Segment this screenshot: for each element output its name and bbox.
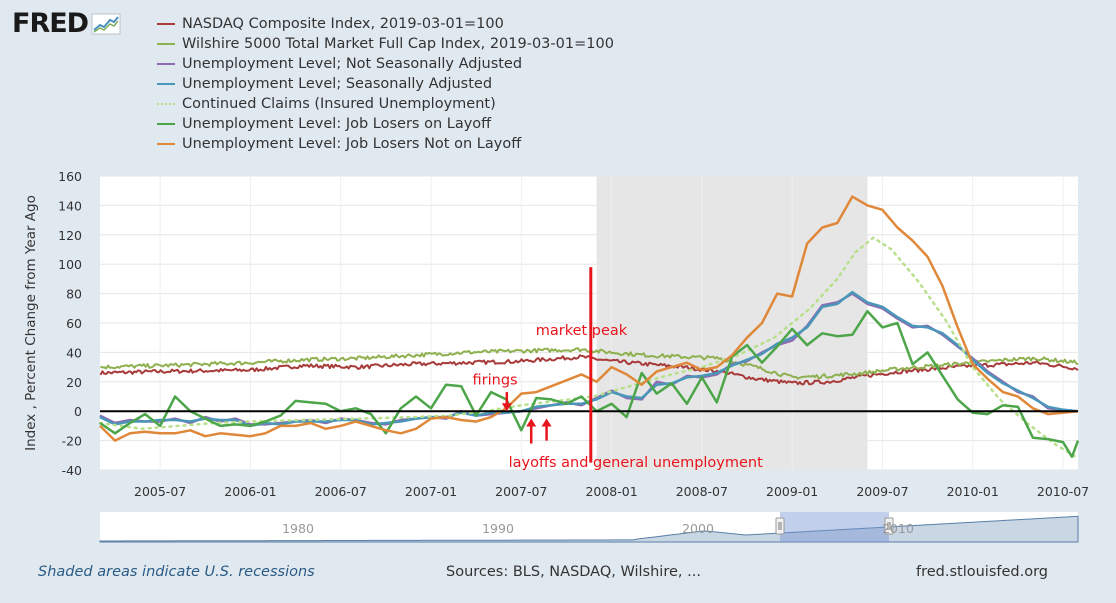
y-tick-label: -20 xyxy=(62,434,82,449)
fred-logo[interactable]: FRED xyxy=(12,8,121,39)
x-tick-label: 2008-07 xyxy=(676,484,728,499)
y-tick-label: 160 xyxy=(58,169,82,184)
y-tick-label: 40 xyxy=(66,345,82,360)
market-peak-label: market peak xyxy=(536,323,628,339)
y-tick-label: 0 xyxy=(74,404,82,419)
y-tick-label: 20 xyxy=(66,375,82,390)
site-url[interactable]: fred.stlouisfed.org xyxy=(916,564,1049,580)
x-tick-label: 2010-01 xyxy=(947,484,999,499)
x-tick-label: 2006-07 xyxy=(315,484,367,499)
legend-item[interactable]: Continued Claims (Insured Unemployment) xyxy=(157,94,614,114)
navigator-label: 2010 xyxy=(882,521,914,536)
legend-swatch xyxy=(157,23,175,25)
y-tick-label: -40 xyxy=(62,463,82,478)
x-tick-label: 2008-01 xyxy=(585,484,637,499)
legend-item[interactable]: Unemployment Level: Job Losers Not on La… xyxy=(157,134,614,154)
y-tick-label: 140 xyxy=(58,198,82,213)
navigator-handle-left[interactable] xyxy=(775,517,785,535)
legend-swatch xyxy=(157,103,175,105)
fred-graph-icon xyxy=(91,13,121,34)
legend-swatch xyxy=(157,143,175,145)
layoffs-label: layoffs and general unemployment xyxy=(509,455,763,471)
x-tick-label: 2007-01 xyxy=(405,484,457,499)
series-line xyxy=(100,347,1079,380)
fred-logo-text: FRED xyxy=(12,8,89,39)
navigator-label: 1990 xyxy=(482,521,514,536)
y-tick-label: 100 xyxy=(58,257,82,272)
legend-label: Continued Claims (Insured Unemployment) xyxy=(182,96,496,112)
legend-label: Unemployment Level: Job Losers on Layoff xyxy=(182,116,492,132)
layoff-arrow-1-head xyxy=(526,418,537,427)
legend-swatch xyxy=(157,43,175,45)
legend-swatch xyxy=(157,83,175,85)
recession-note: Shaded areas indicate U.S. recessions xyxy=(38,564,315,580)
legend-label: Unemployment Level; Not Seasonally Adjus… xyxy=(182,56,523,72)
series-line xyxy=(99,195,1079,442)
legend-label: Unemployment Level; Seasonally Adjusted xyxy=(182,76,493,92)
y-axis-label: Index , Percent Change from Year Ago xyxy=(23,195,39,451)
series-line xyxy=(98,236,1080,460)
legend-label: Wilshire 5000 Total Market Full Cap Inde… xyxy=(182,36,614,52)
legend-swatch xyxy=(157,63,175,65)
sources-text: Sources: BLS, NASDAQ, Wilshire, ... xyxy=(446,564,701,580)
y-tick-label: 120 xyxy=(58,228,82,243)
navigator-label: 2000 xyxy=(682,521,714,536)
navigator-label: 1980 xyxy=(282,521,314,536)
layoff-arrow-2-head xyxy=(541,418,552,427)
chart-legend: NASDAQ Composite Index, 2019-03-01=100 Wi… xyxy=(157,14,614,154)
x-tick-label: 2005-07 xyxy=(134,484,186,499)
navigator-mini-chart xyxy=(99,515,1079,543)
legend-item[interactable]: Wilshire 5000 Total Market Full Cap Inde… xyxy=(157,34,614,54)
legend-label: NASDAQ Composite Index, 2019-03-01=100 xyxy=(182,16,504,32)
chart-area: -40 -20 0 20 40 60 80 100 120 140 160 2005-07 2006-0… xyxy=(0,160,1116,555)
legend-item[interactable]: Unemployment Level; Not Seasonally Adjus… xyxy=(157,54,614,74)
navigator-selection[interactable] xyxy=(780,512,889,542)
legend-swatch xyxy=(157,123,175,125)
firings-label: firings xyxy=(473,373,518,389)
navigator-handle-right[interactable] xyxy=(884,517,894,535)
x-tick-label: 2007-07 xyxy=(495,484,547,499)
y-tick-label: 60 xyxy=(66,316,82,331)
legend-item[interactable]: Unemployment Level; Seasonally Adjusted xyxy=(157,74,614,94)
legend-item[interactable]: NASDAQ Composite Index, 2019-03-01=100 xyxy=(157,14,614,34)
x-tick-label: 2010-07 xyxy=(1037,484,1089,499)
firings-arrow-head xyxy=(501,403,512,412)
x-tick-label: 2009-07 xyxy=(856,484,908,499)
legend-item[interactable]: Unemployment Level: Job Losers on Layoff xyxy=(157,114,614,134)
series-line xyxy=(99,354,1079,386)
legend-label: Unemployment Level: Job Losers Not on La… xyxy=(182,136,522,152)
chart-svg: -40 -20 0 20 40 60 80 100 120 140 160 2005-07 2006-0… xyxy=(23,169,1089,543)
x-tick-label: 2009-01 xyxy=(766,484,818,499)
y-tick-label: 80 xyxy=(66,287,82,302)
x-tick-label: 2006-01 xyxy=(224,484,276,499)
